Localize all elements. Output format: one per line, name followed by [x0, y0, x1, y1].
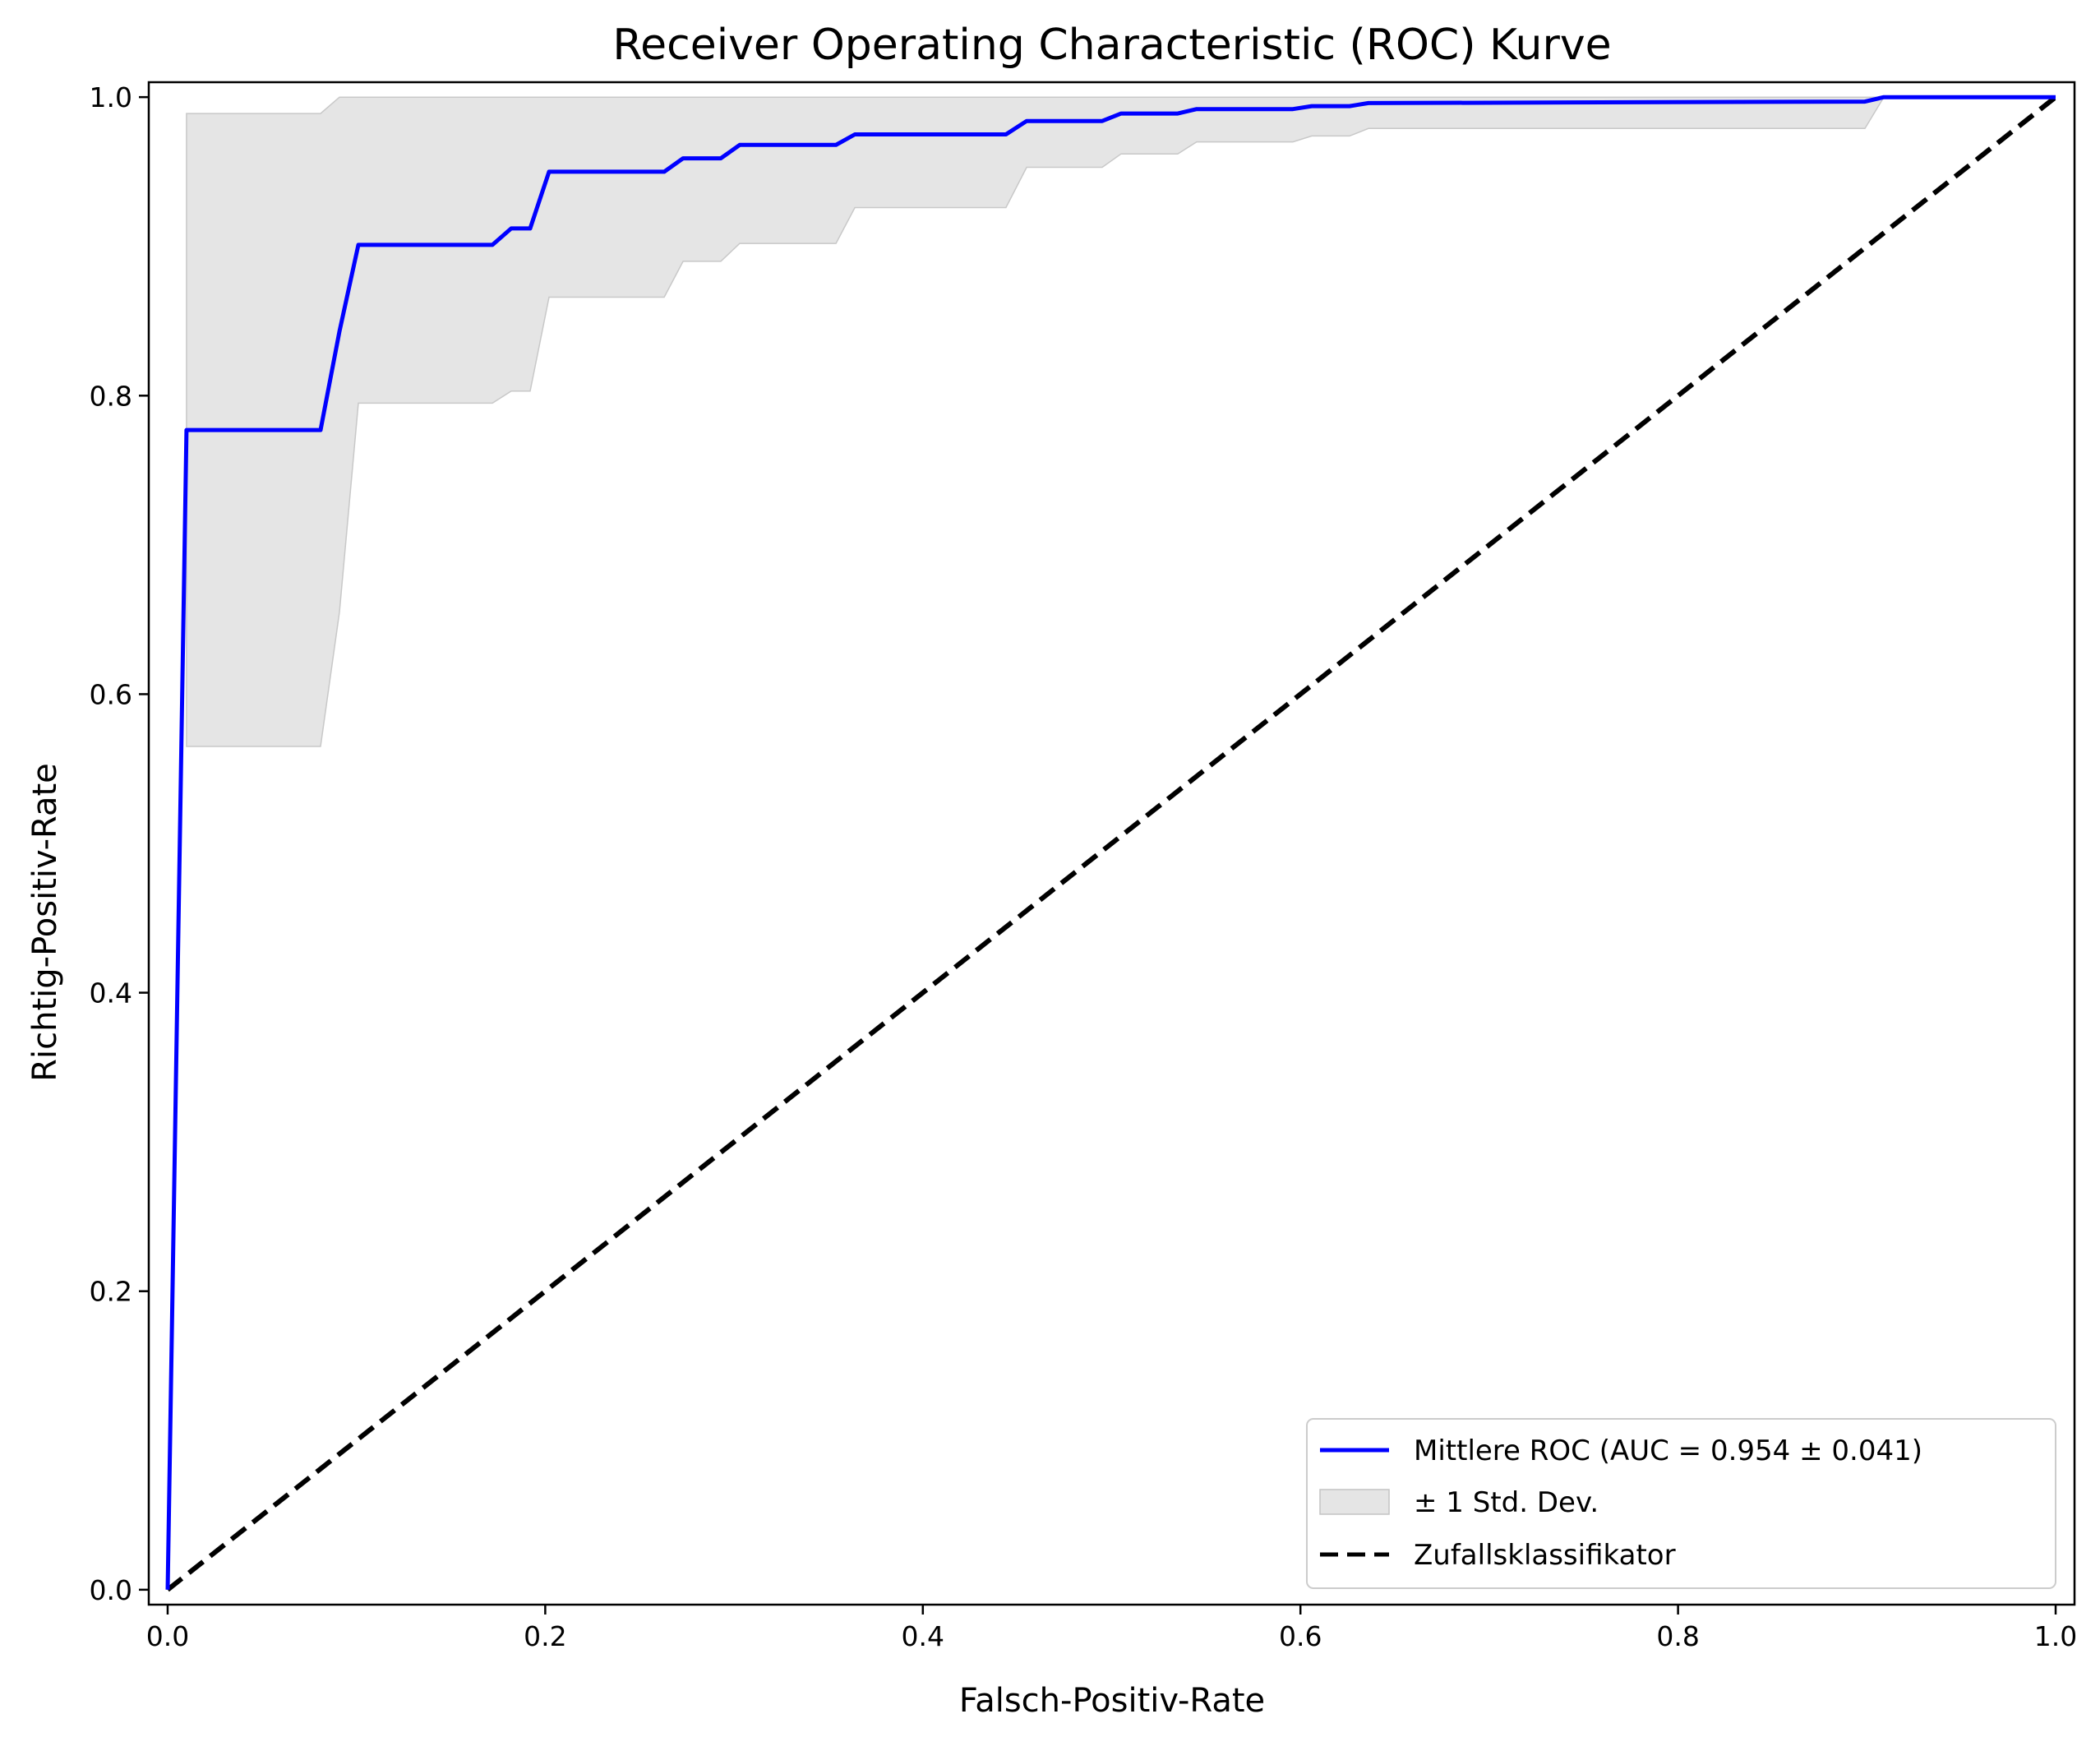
y-tick-label: 0.0	[90, 1574, 132, 1606]
x-tick-label: 0.8	[1656, 1620, 1699, 1652]
series-layer	[165, 95, 2057, 1592]
x-tick-label: 1.0	[2034, 1620, 2077, 1652]
axes: 0.0 0.2 0.4 0.6 0.8 1.0 0.0 0.2 0.4 0.6 0.8 1.0	[90, 81, 2077, 1652]
y-tick-label: 0.4	[90, 977, 132, 1009]
legend-label-std-band: ± 1 Std. Dev.	[1414, 1486, 1599, 1519]
x-tick-label: 0.2	[524, 1620, 566, 1652]
y-tick-label: 0.2	[90, 1276, 132, 1308]
y-tick-label: 0.6	[90, 678, 132, 710]
mean-roc-line	[165, 95, 2056, 1590]
x-tick-label: 0.6	[1279, 1620, 1322, 1652]
x-tick-label: 0.4	[902, 1620, 944, 1652]
y-tick-label: 0.8	[90, 380, 132, 412]
legend-swatch-std-band	[1319, 1489, 1390, 1515]
legend: Mittlere ROC (AUC = 0.954 ± 0.041) ± 1 S…	[1306, 1418, 2056, 1589]
axes-frame	[147, 81, 2076, 1606]
y-axis-label: Richtig-Positiv-Rate	[26, 763, 64, 1082]
x-tick-label: 0.0	[146, 1620, 189, 1652]
chart-title: Receiver Operating Characteristic (ROC) …	[612, 21, 1611, 70]
plot-area	[165, 95, 2057, 1592]
legend-label-random-classifier: Zufallsklassifikator	[1414, 1539, 1676, 1572]
legend-frame	[1306, 1418, 2056, 1589]
random-classifier-line	[166, 95, 2057, 1592]
legend-label-mean-roc: Mittlere ROC (AUC = 0.954 ± 0.041)	[1414, 1434, 1922, 1467]
x-axis-label: Falsch-Positiv-Rate	[959, 1682, 1265, 1720]
y-tick-label: 1.0	[90, 81, 132, 113]
